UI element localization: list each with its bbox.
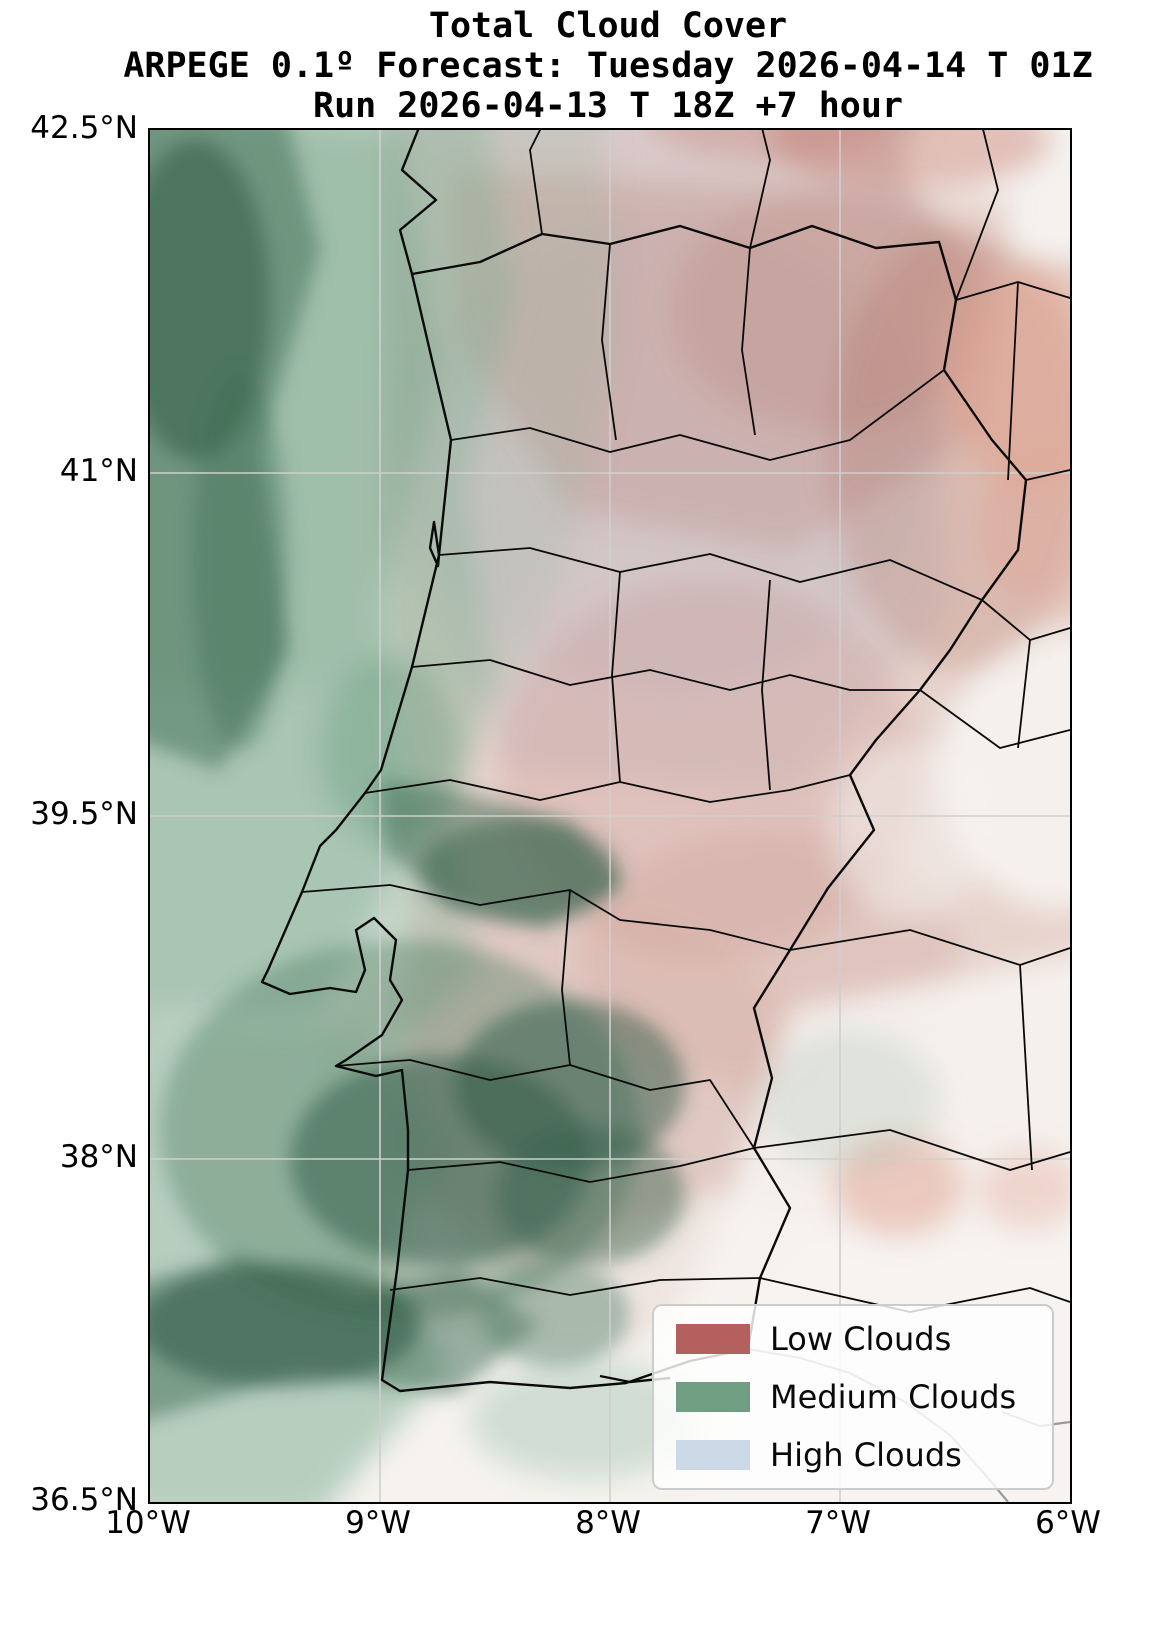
legend-item-high-clouds: High Clouds [676,1438,1030,1472]
xtick-9w: 9°W [345,1505,411,1541]
chart-subtitle-run: Run 2026-04-13 T 18Z +7 hour [312,86,904,126]
ytick-38n: 38°N [59,1139,138,1175]
legend-swatch-high-clouds [676,1440,750,1470]
cloud-cover-map [150,130,1070,1502]
xtick-10w: 10°W [105,1505,191,1541]
legend-item-low-clouds: Low Clouds [676,1322,1030,1356]
legend-label-medium-clouds: Medium Clouds [770,1378,1017,1416]
ytick-42-5n: 42.5°N [30,110,138,146]
chart-subtitle-forecast: ARPEGE 0.1º Forecast: Tuesday 2026-04-14… [123,46,1093,86]
ytick-36-5n: 36.5°N [30,1482,138,1518]
legend-item-medium-clouds: Medium Clouds [676,1380,1030,1414]
country-border [411,224,1028,1350]
legend-label-low-clouds: Low Clouds [770,1320,952,1358]
legend-swatch-low-clouds [676,1324,750,1354]
xtick-8w: 8°W [575,1505,641,1541]
xtick-7w: 7°W [805,1505,871,1541]
legend-swatch-medium-clouds [676,1382,750,1412]
map-legend: Low Clouds Medium Clouds High Clouds [652,1304,1054,1490]
district-borders [301,130,1070,1313]
map-plot-area: Low Clouds Medium Clouds High Clouds [148,128,1072,1504]
ytick-39-5n: 39.5°N [30,796,138,832]
medium-clouds-cores [150,130,685,1419]
ytick-41n: 41°N [59,453,138,489]
chart-title: Total Cloud Cover [428,6,788,46]
graticule [150,130,1070,1502]
xtick-6w: 6°W [1035,1505,1101,1541]
legend-label-high-clouds: High Clouds [770,1436,962,1474]
